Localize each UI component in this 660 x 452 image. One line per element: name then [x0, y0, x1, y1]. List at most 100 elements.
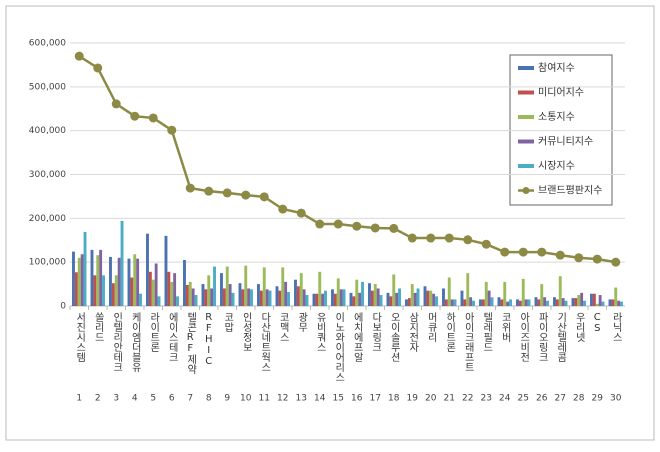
- legend-label: 참여지수: [538, 62, 575, 74]
- legend-swatch: [518, 90, 534, 95]
- bar: [398, 288, 401, 306]
- x-tick-label: 서진시스템: [74, 312, 86, 362]
- x-tick-label: 쏠리드: [92, 312, 104, 342]
- bar: [561, 298, 565, 306]
- bar: [614, 287, 618, 306]
- bar: [114, 275, 118, 306]
- bar: [93, 275, 97, 306]
- bar: [312, 293, 316, 306]
- bar: [339, 289, 343, 306]
- bar: [361, 281, 364, 306]
- bar: [176, 296, 179, 306]
- rank-label: 24: [499, 394, 511, 404]
- line-marker: [463, 235, 473, 245]
- line-marker: [500, 247, 510, 257]
- legend-label: 커뮤니티지수: [538, 136, 593, 148]
- line-marker: [407, 233, 417, 243]
- bar: [479, 299, 482, 306]
- bar: [185, 284, 189, 306]
- bar: [259, 290, 263, 306]
- line-marker: [74, 51, 84, 61]
- x-tick-label: 우리넷: [573, 312, 585, 343]
- bar: [275, 286, 279, 306]
- bar: [241, 289, 245, 306]
- bar: [534, 297, 538, 306]
- x-tick-label: 광무: [296, 312, 308, 333]
- line-marker: [592, 254, 602, 264]
- legend-swatch: [518, 139, 534, 144]
- rank-label: 30: [610, 394, 622, 404]
- x-tick-label: RFHIC: [203, 312, 214, 367]
- bar: [117, 257, 121, 306]
- y-tick-label: 400,000: [29, 126, 66, 136]
- bar: [497, 297, 501, 306]
- rank-label: 1: [76, 394, 82, 404]
- x-tick-label: 인텔리안테크: [111, 312, 123, 372]
- bar: [294, 279, 297, 306]
- rank-label: 10: [240, 394, 252, 404]
- bar: [543, 297, 547, 306]
- bar: [608, 299, 612, 306]
- bar: [299, 273, 303, 306]
- rank-label: 11: [259, 394, 270, 404]
- line-marker: [555, 250, 565, 260]
- bar: [90, 249, 94, 306]
- bar: [583, 300, 586, 306]
- bar: [620, 301, 623, 306]
- bar: [170, 281, 174, 306]
- rank-label: 16: [351, 394, 363, 404]
- legend-label: 미디어지수: [538, 87, 584, 99]
- x-tick-label: 텔레필드: [481, 312, 493, 352]
- bar: [386, 292, 390, 306]
- bar: [368, 283, 371, 306]
- bar: [503, 281, 507, 306]
- bar: [537, 299, 541, 306]
- line-marker: [241, 190, 251, 200]
- bar: [127, 258, 131, 306]
- rank-label: 25: [518, 394, 529, 404]
- rank-label: 26: [536, 394, 548, 404]
- bar: [191, 288, 195, 306]
- x-tick-label: 코위버: [499, 312, 511, 343]
- bar: [469, 297, 473, 306]
- bar: [257, 284, 260, 306]
- bar: [500, 299, 504, 306]
- bar: [72, 251, 75, 306]
- bar: [238, 283, 242, 306]
- bar: [194, 295, 198, 306]
- bar: [574, 298, 578, 306]
- bar: [506, 301, 510, 306]
- bar: [349, 292, 353, 306]
- x-tick-label: 에치에프알: [351, 312, 363, 362]
- x-tick-label: 머큐리: [425, 312, 437, 343]
- bar: [164, 235, 168, 306]
- bar: [466, 273, 470, 306]
- y-tick-label: 300,000: [29, 170, 66, 180]
- bar: [268, 290, 272, 306]
- line-marker: [185, 183, 195, 193]
- x-tick-label: 텔콘RF제약: [185, 312, 197, 375]
- bar: [484, 281, 488, 306]
- bar: [429, 290, 433, 306]
- bar: [222, 288, 226, 306]
- x-tick-label: 코맥스: [277, 312, 289, 342]
- x-tick-label: 기산텔레콤: [555, 312, 567, 362]
- line-marker: [315, 219, 325, 229]
- line-marker: [389, 223, 399, 233]
- bar: [204, 289, 208, 306]
- rank-label: 3: [113, 394, 119, 404]
- legend-swatch: [518, 164, 534, 168]
- legend-swatch: [518, 66, 534, 70]
- bar: [154, 263, 158, 306]
- bar: [444, 299, 448, 306]
- bar: [183, 259, 186, 306]
- bar: [201, 284, 205, 306]
- rank-label: 29: [592, 394, 604, 404]
- rank-label: 7: [187, 394, 193, 404]
- bar: [487, 290, 491, 306]
- x-tick-label: 다보링크: [370, 312, 382, 352]
- line-marker: [333, 219, 343, 229]
- x-tick-label: 오이솔루션: [388, 312, 400, 362]
- x-tick-label: 라이트론: [148, 312, 160, 352]
